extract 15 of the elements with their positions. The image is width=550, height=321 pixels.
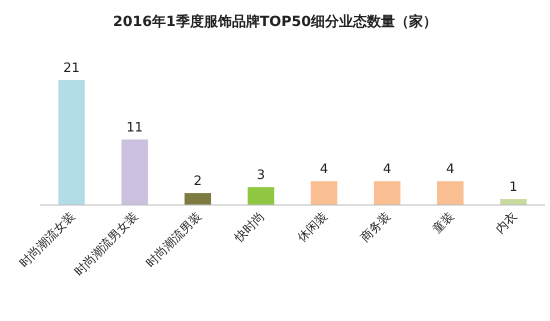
data-label: 4 [383,162,392,178]
x-tick-label: 商务装 [358,209,394,245]
x-tick-label: 休闲装 [294,209,330,245]
data-label: 3 [256,168,266,184]
data-label: 4 [446,162,454,178]
data-label: 21 [63,61,80,76]
x-tick-label: 时尚潮流男装 [143,209,204,270]
x-tick-label: 快时尚 [230,209,268,246]
data-label: 4 [320,162,328,178]
data-label: 11 [126,120,143,136]
x-tick-label: 童装 [430,209,456,236]
x-tick-label: 内衣 [492,209,520,236]
data-label: 2 [194,174,202,190]
chart-title: 2016年1季度服饰品牌TOP50细分业态数量（家） [113,13,437,30]
data-label: 1 [509,180,518,196]
